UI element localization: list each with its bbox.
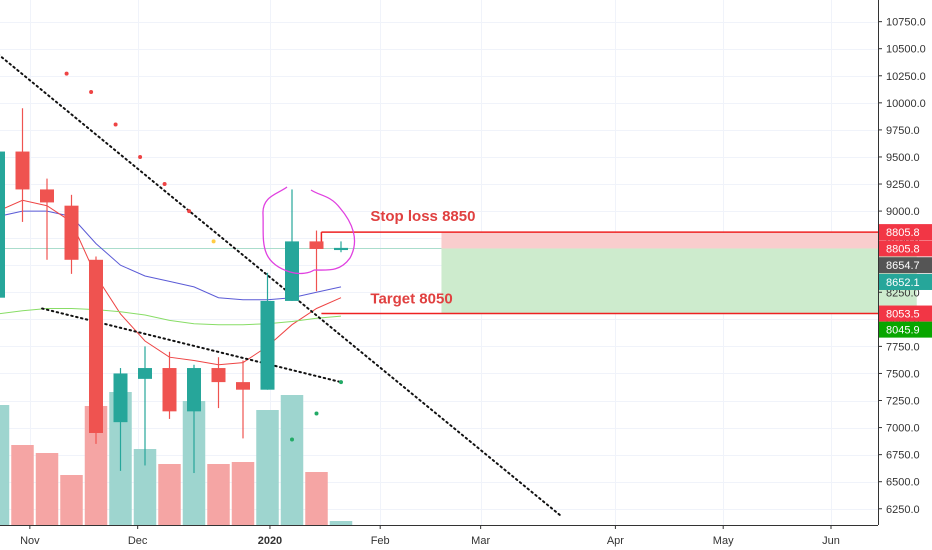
sar-dot xyxy=(290,437,294,442)
time-tick-label: Jun xyxy=(822,535,840,547)
moving-average-line xyxy=(0,308,342,326)
price-tag-label: 8045.9 xyxy=(886,325,920,337)
stop-loss-zone[interactable] xyxy=(441,232,917,249)
volume-bar xyxy=(11,445,34,525)
candle-body xyxy=(260,300,275,390)
price-tags: 8805.8 8805.8 8654.7 8652.1 8053.5 8045.9 xyxy=(879,224,932,338)
volume-bar xyxy=(60,475,83,525)
price-tick-label: 10500.0 xyxy=(886,44,926,56)
sar-dot xyxy=(162,182,167,187)
candle-body xyxy=(89,259,103,433)
candle-body xyxy=(64,205,79,260)
price-tick-label: 7500.0 xyxy=(886,368,920,380)
sar-dot xyxy=(64,71,69,76)
volume-bar xyxy=(329,521,353,525)
price-tick-label: 9000.0 xyxy=(886,206,920,218)
candle-body xyxy=(211,368,226,383)
time-tick-label: Dec xyxy=(128,535,148,547)
volume-bar xyxy=(231,462,255,525)
price-tick-label: 9250.0 xyxy=(886,179,920,191)
price-tag-badge xyxy=(879,321,932,338)
volume-bar xyxy=(207,464,230,525)
candle-body xyxy=(309,241,324,249)
price-tick-label: 8250.0 xyxy=(886,287,920,299)
price-tag-badge xyxy=(879,240,932,257)
highlight-circle-drawing xyxy=(262,186,356,275)
price-tick-label: 7000.0 xyxy=(886,423,920,435)
candle-body xyxy=(40,189,54,203)
candle-body xyxy=(0,151,5,298)
price-tag-badge xyxy=(879,305,932,322)
volume-bar xyxy=(84,406,108,525)
candle-body xyxy=(113,373,128,423)
volume-bars xyxy=(0,392,353,525)
price-tick-label: 6500.0 xyxy=(886,477,920,489)
trendline[interactable] xyxy=(0,54,563,518)
price-tick-label: 10000.0 xyxy=(886,98,926,110)
candle-body xyxy=(285,241,299,301)
price-tag-badge xyxy=(879,224,932,241)
price-tick-label: 6250.0 xyxy=(886,504,920,516)
volume-bar xyxy=(0,405,10,525)
annotation-text: Target 8050 xyxy=(370,290,452,307)
price-tag-label: 8654.7 xyxy=(886,260,920,272)
sar-dot xyxy=(138,154,143,159)
volume-bar xyxy=(133,449,157,525)
price-tick-label: 6750.0 xyxy=(886,450,920,462)
text-annotations: Stop loss 8850 Target 8050 xyxy=(370,208,475,307)
time-tick-label: 2020 xyxy=(258,535,282,547)
volume-bar xyxy=(158,464,181,525)
sar-dot xyxy=(89,90,94,95)
volume-bar xyxy=(35,453,59,525)
sar-dot xyxy=(187,209,192,214)
price-tick-label: 9500.0 xyxy=(886,152,920,164)
candle-body xyxy=(187,368,201,412)
price-tag-label: 8805.8 xyxy=(886,227,920,239)
parabolic-sar-dots xyxy=(64,71,343,442)
price-tag-label: 8053.5 xyxy=(886,309,920,321)
time-tick-label: Nov xyxy=(20,535,40,547)
candle-body xyxy=(162,368,177,412)
candle-body xyxy=(15,151,30,190)
price-tick-label: 9750.0 xyxy=(886,125,920,137)
time-tick-label: Apr xyxy=(607,535,624,547)
price-tag-label: 8805.8 xyxy=(886,243,920,255)
annotation-text: Stop loss 8850 xyxy=(370,208,475,225)
candles xyxy=(0,108,348,474)
price-tag-badge xyxy=(879,257,932,274)
price-tick-label: 10250.0 xyxy=(886,71,926,83)
price-tick-label: 7750.0 xyxy=(886,341,920,353)
moving-average-line xyxy=(0,210,342,301)
volume-bar xyxy=(256,410,279,525)
price-tag-badge xyxy=(879,273,932,290)
sar-dot xyxy=(314,411,319,416)
target-zone[interactable] xyxy=(441,248,917,314)
sar-dot xyxy=(339,380,343,385)
time-axis[interactable]: Nov Dec 2020 Feb Mar Apr May Jun xyxy=(20,525,840,547)
price-tick-label: 7250.0 xyxy=(886,396,920,408)
volume-bar xyxy=(305,472,328,525)
candle-body xyxy=(236,382,250,390)
price-tick-label: 10750.0 xyxy=(886,17,926,29)
time-tick-label: May xyxy=(713,535,734,547)
time-tick-label: Feb xyxy=(371,535,390,547)
time-tick-label: Mar xyxy=(471,535,490,547)
candle-body xyxy=(334,247,348,251)
sar-dot xyxy=(211,239,216,244)
price-tag-label: 8652.1 xyxy=(886,277,920,289)
volume-bar xyxy=(280,395,304,525)
sar-dot xyxy=(113,122,118,127)
candle-body xyxy=(138,368,152,379)
